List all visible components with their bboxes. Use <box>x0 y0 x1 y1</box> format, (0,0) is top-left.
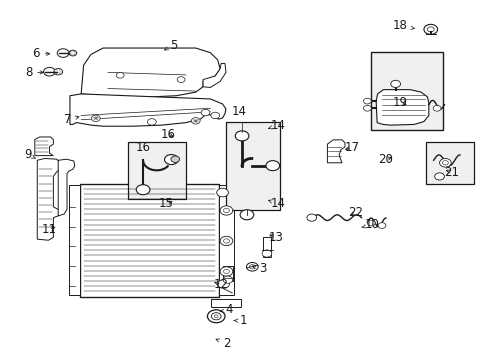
Text: 6: 6 <box>32 47 50 60</box>
Polygon shape <box>81 48 220 98</box>
Circle shape <box>191 118 200 124</box>
Circle shape <box>177 77 184 82</box>
Circle shape <box>223 208 229 213</box>
Text: 18: 18 <box>392 19 413 32</box>
Bar <box>370 51 443 130</box>
Bar <box>263 237 270 257</box>
Text: 11: 11 <box>41 223 56 236</box>
Circle shape <box>434 173 444 180</box>
Circle shape <box>306 214 316 221</box>
Circle shape <box>366 220 374 226</box>
Bar <box>225 122 279 211</box>
Text: 14: 14 <box>232 105 246 118</box>
Circle shape <box>43 67 55 76</box>
Text: 3: 3 <box>252 262 266 275</box>
Circle shape <box>246 262 258 271</box>
Circle shape <box>170 156 179 162</box>
Text: 13: 13 <box>268 231 283 244</box>
Circle shape <box>223 269 229 274</box>
Circle shape <box>439 158 450 167</box>
Text: 15: 15 <box>159 197 174 210</box>
Bar <box>211 300 240 307</box>
Bar <box>218 185 234 295</box>
Circle shape <box>201 109 209 116</box>
Circle shape <box>423 24 437 35</box>
Circle shape <box>207 310 224 323</box>
Polygon shape <box>203 63 225 87</box>
Polygon shape <box>58 159 75 216</box>
Circle shape <box>390 80 400 87</box>
Text: 14: 14 <box>268 197 285 210</box>
Circle shape <box>427 27 433 32</box>
Text: 20: 20 <box>378 153 392 166</box>
Bar <box>223 266 232 281</box>
Circle shape <box>220 267 232 276</box>
Circle shape <box>220 206 232 215</box>
Circle shape <box>91 115 100 122</box>
Circle shape <box>116 72 124 78</box>
Circle shape <box>214 315 218 318</box>
Text: 9: 9 <box>25 148 35 161</box>
Circle shape <box>265 161 279 171</box>
Circle shape <box>210 112 219 119</box>
Circle shape <box>249 265 255 269</box>
Bar <box>128 142 185 199</box>
Text: 7: 7 <box>64 113 79 126</box>
Text: 16: 16 <box>136 141 150 154</box>
Text: 10: 10 <box>361 218 379 231</box>
Polygon shape <box>375 90 428 125</box>
Circle shape <box>240 210 253 220</box>
Circle shape <box>57 49 69 57</box>
Circle shape <box>262 250 271 257</box>
Text: 8: 8 <box>25 66 43 79</box>
Circle shape <box>217 280 229 288</box>
Text: 5: 5 <box>164 39 177 52</box>
Text: 1: 1 <box>234 314 247 327</box>
Polygon shape <box>327 140 344 163</box>
Bar <box>425 142 473 184</box>
Circle shape <box>223 239 229 243</box>
Text: 22: 22 <box>347 207 363 220</box>
Circle shape <box>211 313 221 320</box>
Circle shape <box>442 161 447 165</box>
Circle shape <box>432 105 440 111</box>
Circle shape <box>235 131 248 141</box>
Circle shape <box>147 119 156 125</box>
Text: 12: 12 <box>214 278 228 291</box>
Circle shape <box>377 223 385 228</box>
Polygon shape <box>35 137 53 156</box>
Polygon shape <box>37 158 60 240</box>
Circle shape <box>69 50 77 56</box>
Circle shape <box>216 188 228 197</box>
Text: 4: 4 <box>220 303 233 316</box>
Text: 16: 16 <box>160 127 175 141</box>
Text: 19: 19 <box>392 96 407 109</box>
Polygon shape <box>70 94 225 126</box>
Bar <box>69 185 80 295</box>
Circle shape <box>223 276 232 283</box>
Circle shape <box>220 236 232 246</box>
Text: 17: 17 <box>344 141 359 154</box>
Circle shape <box>136 185 150 195</box>
Bar <box>80 184 218 297</box>
Text: 21: 21 <box>443 166 458 179</box>
Circle shape <box>164 154 178 165</box>
Circle shape <box>54 68 62 75</box>
Circle shape <box>363 98 370 104</box>
Text: 2: 2 <box>216 337 230 350</box>
Text: 14: 14 <box>268 119 285 132</box>
Circle shape <box>363 105 370 111</box>
